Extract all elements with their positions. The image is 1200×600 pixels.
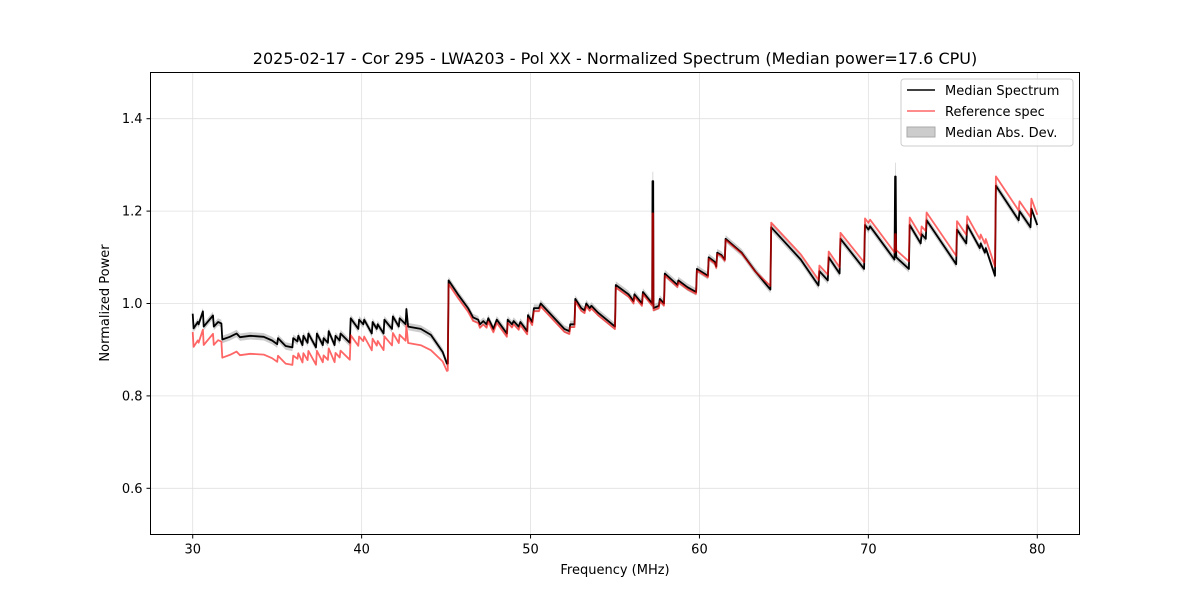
legend-median-label: Median Spectrum	[945, 84, 1059, 99]
legend: Median Spectrum Reference spec Median Ab…	[900, 78, 1074, 147]
reference-spectrum-line	[191, 175, 1039, 372]
y-tick-label: 1.0	[122, 297, 143, 312]
x-tick-label: 60	[691, 543, 708, 558]
chart-title: 2025-02-17 - Cor 295 - LWA203 - Pol XX -…	[253, 49, 977, 68]
y-tick-label: 0.8	[122, 389, 143, 404]
legend-mad-patch	[906, 126, 936, 138]
y-tick-label: 1.4	[122, 112, 143, 127]
x-tick-label: 40	[353, 543, 370, 558]
x-tick-label: 70	[860, 543, 877, 558]
legend-box	[900, 78, 1074, 147]
x-tick-label: 80	[1029, 543, 1046, 558]
y-axis-label: Normalized Power	[98, 244, 113, 362]
x-axis-label: Frequency (MHz)	[560, 563, 669, 578]
y-tick-label: 0.6	[122, 482, 143, 497]
ticks: 30 40 50 60 70 80 0.6 0.8 1.0 1.2 1.4	[122, 112, 1046, 557]
x-tick-label: 30	[184, 543, 201, 558]
x-tick-label: 50	[522, 543, 539, 558]
legend-reference-label: Reference spec	[945, 105, 1045, 120]
y-tick-label: 1.2	[122, 205, 143, 220]
series-layer	[191, 162, 1039, 372]
legend-mad-label: Median Abs. Dev.	[945, 126, 1057, 141]
